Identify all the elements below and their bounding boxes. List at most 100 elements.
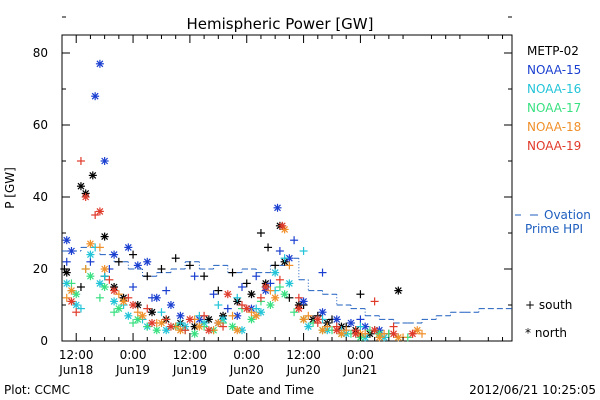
north-marker	[67, 297, 76, 306]
north-marker	[233, 326, 242, 335]
south-marker	[242, 279, 251, 288]
south-marker	[181, 326, 190, 335]
north-marker	[162, 326, 171, 335]
north-marker	[143, 257, 152, 266]
south-marker	[256, 293, 265, 302]
south-marker	[323, 322, 332, 331]
x-tick-date: Jun20	[286, 363, 321, 377]
north-marker	[176, 326, 185, 335]
south-marker	[81, 265, 90, 273]
legend-series-label: METP-02	[527, 44, 579, 58]
south-marker	[86, 257, 95, 266]
south-marker	[129, 283, 138, 291]
chart-title: Hemispheric Power [GW]	[187, 15, 374, 33]
south-marker	[233, 293, 242, 302]
south-marker	[389, 322, 398, 331]
north-marker	[100, 265, 109, 273]
north-marker	[313, 315, 322, 324]
y-tick-label: 20	[33, 262, 48, 276]
legend: METP-02 NOAA-15 NOAA-16 NOAA-17 NOAA-18 NOAA-…	[515, 44, 591, 340]
south-marker	[285, 293, 294, 302]
north-marker	[95, 279, 104, 288]
north-marker	[280, 290, 289, 299]
legend-series-label: NOAA-19	[527, 139, 581, 153]
north-marker	[242, 304, 251, 313]
north-marker	[394, 333, 403, 342]
north-marker	[214, 319, 223, 327]
north-marker	[76, 182, 85, 191]
north-marker	[190, 329, 199, 338]
north-marker	[95, 59, 104, 68]
north-marker	[114, 304, 123, 313]
north-marker	[138, 311, 147, 320]
south-marker	[76, 283, 85, 291]
south-marker	[176, 319, 185, 327]
north-marker	[195, 322, 204, 331]
north-marker	[62, 268, 71, 277]
ovation-step-line	[62, 246, 512, 324]
south-marker	[228, 268, 237, 277]
legend-series-label: NOAA-18	[527, 120, 581, 134]
south-marker	[214, 286, 223, 295]
south-marker	[252, 304, 261, 313]
south-marker	[67, 279, 76, 288]
north-marker	[133, 261, 142, 270]
north-marker	[72, 290, 81, 299]
north-marker	[389, 329, 398, 338]
north-marker	[72, 301, 81, 309]
north-marker	[88, 171, 97, 180]
north-marker	[256, 308, 265, 317]
south-marker	[247, 308, 256, 317]
south-marker	[114, 257, 123, 266]
south-marker	[76, 304, 85, 313]
south-marker	[299, 247, 308, 255]
south-marker	[100, 272, 109, 281]
south-marker	[275, 275, 284, 284]
south-marker	[157, 308, 166, 317]
south-marker	[238, 283, 246, 291]
legend-ovation-label: Ovation	[544, 208, 591, 222]
north-marker	[176, 311, 185, 320]
south-marker	[62, 293, 71, 302]
north-marker	[346, 319, 355, 327]
north-marker	[413, 326, 422, 335]
north-marker	[273, 203, 282, 212]
north-marker	[271, 293, 280, 302]
north-marker	[294, 304, 303, 313]
south-marker	[318, 268, 327, 277]
north-marker	[318, 326, 327, 335]
south-marker	[356, 290, 365, 299]
south-marker	[418, 329, 426, 338]
south-marker	[105, 275, 114, 284]
north-marker	[129, 301, 138, 309]
north-marker	[86, 250, 95, 259]
south-marker	[304, 311, 313, 320]
y-tick-label: 0	[40, 334, 48, 348]
south-marker	[294, 293, 303, 302]
north-marker	[223, 290, 232, 299]
south-marker	[62, 257, 71, 266]
footer-timestamp: 2012/06/21 10:25:05	[469, 383, 596, 397]
south-marker	[162, 315, 171, 324]
north-marker	[204, 326, 213, 335]
north-marker	[91, 92, 100, 101]
south-marker	[275, 247, 284, 255]
north-marker	[394, 286, 403, 295]
south-marker	[228, 311, 237, 320]
north-marker	[67, 286, 76, 295]
south-marker	[162, 286, 171, 295]
north-marker	[166, 301, 175, 309]
y-tick-label: 60	[33, 118, 48, 132]
south-marker	[380, 329, 389, 338]
north-marker	[375, 333, 384, 342]
y-axis: 0 20 40 60 80	[33, 16, 512, 348]
south-marker	[219, 322, 228, 331]
north-marker	[100, 157, 109, 165]
north-marker	[124, 243, 133, 252]
north-marker	[247, 315, 256, 324]
north-marker	[252, 311, 261, 320]
north-marker	[157, 319, 166, 327]
footer-plot-source: Plot: CCMC	[4, 383, 70, 397]
x-tick-time: 0:00	[233, 348, 260, 362]
